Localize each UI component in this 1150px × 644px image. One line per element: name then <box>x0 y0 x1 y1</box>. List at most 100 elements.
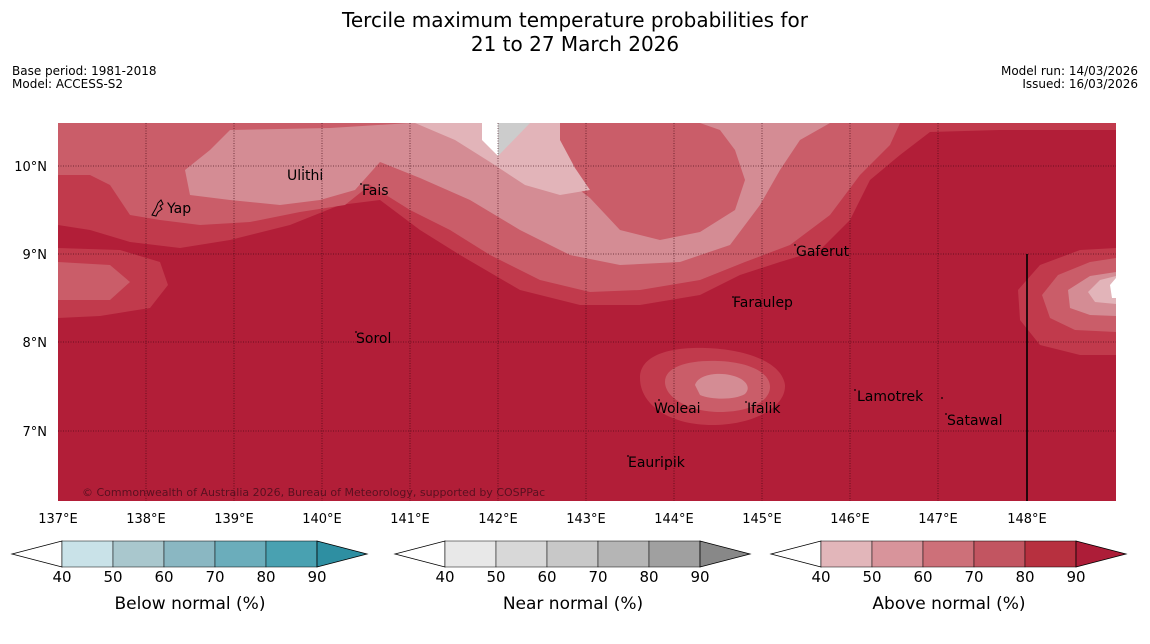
lon-label-139: 139°E <box>214 512 254 527</box>
colorbar-segment-80 <box>648 540 701 568</box>
lat-label-9: 9°N <box>23 248 48 263</box>
contour-fill-layer <box>58 123 1116 501</box>
colorbar-high-extension <box>699 540 752 568</box>
satawal-marker <box>945 413 947 415</box>
colorbar-tick-50: 50 <box>862 568 882 586</box>
place-label-yap: Yap <box>166 201 191 217</box>
colorbar-segment-40 <box>820 540 873 568</box>
colorbar-segment-60 <box>163 540 216 568</box>
ulithi-marker <box>302 166 304 168</box>
colorbar-segment-80 <box>1024 540 1077 568</box>
colorbar-segment-60 <box>922 540 975 568</box>
colorbar-segment-80 <box>265 540 318 568</box>
colorbar-tick-40: 40 <box>52 568 72 586</box>
issued-text: Issued: 16/03/2026 <box>1022 77 1138 91</box>
contour-70-west <box>58 262 130 300</box>
title-line-1: Tercile maximum temperature probabilitie… <box>342 8 808 32</box>
colorbar-tick-80: 80 <box>1015 568 1035 586</box>
gaferut-marker <box>794 244 796 246</box>
place-label-satawal: Satawal <box>947 413 1002 429</box>
colorbar-tick-90: 90 <box>690 568 710 586</box>
map-title: Tercile maximum temperature probabilitie… <box>0 8 1150 56</box>
fais-marker <box>360 183 362 185</box>
colorbar-low-extension <box>10 540 63 568</box>
lon-label-140: 140°E <box>302 512 342 527</box>
contour-50 <box>415 123 590 195</box>
lon-label-145: 145°E <box>742 512 782 527</box>
run-info: Model run: 14/03/2026 Issued: 16/03/2026 <box>1001 65 1138 91</box>
model-run-text: Model run: 14/03/2026 <box>1000 64 1138 78</box>
colorbar-label-above: Above normal (%) <box>872 594 1026 614</box>
colorbar-segment-40 <box>61 540 114 568</box>
colorbar-tick-40: 40 <box>811 568 831 586</box>
place-label-ulithi: Ulithi <box>287 168 323 184</box>
place-label-faraulep: Faraulep <box>733 295 793 311</box>
colorbar-above-normal <box>769 540 1128 568</box>
model-text: Model: ACCESS-S2 <box>12 77 124 91</box>
place-label-woleai: Woleai <box>654 401 701 417</box>
colorbar-tick-80: 80 <box>639 568 659 586</box>
colorbar-tick-90: 90 <box>307 568 327 586</box>
place-label-sorol: Sorol <box>356 331 391 347</box>
contour-60-woleai <box>695 373 748 399</box>
near-normal-patch <box>498 123 530 156</box>
colorbar-segment-70 <box>597 540 650 568</box>
colorbar-segment-60 <box>546 540 599 568</box>
lon-label-148: 148°E <box>1007 512 1047 527</box>
colorbar-below-normal <box>10 540 369 568</box>
lamotrek-east-marker <box>941 397 943 399</box>
colorbar-tick-70: 70 <box>964 568 984 586</box>
lon-label-141: 141°E <box>390 512 430 527</box>
colorbar-segment-50 <box>112 540 165 568</box>
sorol-marker <box>355 331 357 333</box>
colorbar-segment-50 <box>871 540 924 568</box>
colorbar-segment-50 <box>495 540 548 568</box>
title-line-2: 21 to 27 March 2026 <box>470 32 680 56</box>
colorbar-tick-60: 60 <box>154 568 174 586</box>
place-label-eauripik: Eauripik <box>628 455 686 471</box>
lon-label-137: 137°E <box>38 512 78 527</box>
colorbar-tick-60: 60 <box>537 568 557 586</box>
base-info: Base period: 1981-2018 Model: ACCESS-S2 <box>12 65 157 91</box>
lat-label-7: 7°N <box>23 425 48 440</box>
colorbar-high-extension <box>316 540 369 568</box>
lat-label-10: 10°N <box>14 160 47 175</box>
colorbar-near-normal <box>393 540 752 568</box>
lamotrek-marker <box>854 389 856 391</box>
copyright-text: © Commonwealth of Australia 2026, Bureau… <box>82 486 545 499</box>
colorbar-segment-70 <box>973 540 1026 568</box>
place-label-lamotrek: Lamotrek <box>857 389 924 405</box>
contour-50-east <box>1088 276 1116 304</box>
colorbar-tick-50: 50 <box>486 568 506 586</box>
ifalik-marker <box>745 401 747 403</box>
white-notch-east <box>1110 278 1116 298</box>
colorbar-label-near: Near normal (%) <box>502 594 644 614</box>
lon-label-146: 146°E <box>830 512 870 527</box>
lon-label-144: 144°E <box>654 512 694 527</box>
faraulep-marker <box>732 296 734 298</box>
white-notch <box>482 123 498 156</box>
lon-label-147: 147°E <box>918 512 958 527</box>
lon-label-143: 143°E <box>566 512 606 527</box>
colorbar-tick-80: 80 <box>256 568 276 586</box>
lat-label-8: 8°N <box>23 336 48 351</box>
place-label-ifalik: Ifalik <box>747 401 781 417</box>
colorbar-low-extension <box>769 540 822 568</box>
colorbar-tick-50: 50 <box>103 568 123 586</box>
colorbar-tick-90: 90 <box>1066 568 1086 586</box>
woleai-marker <box>658 399 660 401</box>
colorbar-label-below: Below normal (%) <box>114 594 266 614</box>
colorbar-segment-40 <box>444 540 497 568</box>
base-period-text: Base period: 1981-2018 <box>12 64 157 78</box>
colorbar-high-extension <box>1075 540 1128 568</box>
colorbar-tick-70: 70 <box>588 568 608 586</box>
place-label-fais: Fais <box>362 183 389 199</box>
lon-label-138: 138°E <box>126 512 166 527</box>
yap-island-shape <box>151 199 164 217</box>
contour-60 <box>185 123 830 265</box>
place-label-gaferut: Gaferut <box>796 244 850 260</box>
graticule <box>58 123 1116 501</box>
lon-label-142: 142°E <box>478 512 518 527</box>
colorbar-tick-60: 60 <box>913 568 933 586</box>
